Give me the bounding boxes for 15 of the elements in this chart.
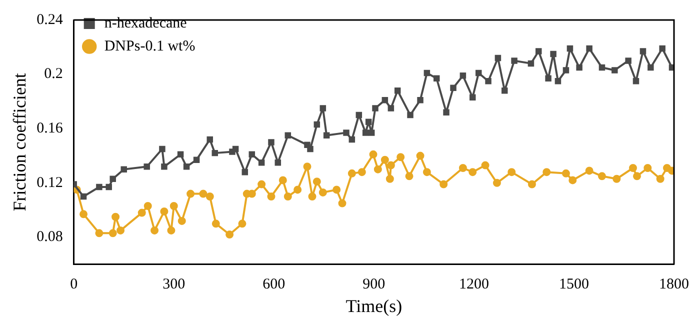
y-tick-label: 0.12 (36, 174, 63, 191)
y-axis-title: Friction coefficient (10, 73, 30, 212)
x-tick-label: 1800 (659, 276, 689, 292)
x-tick-label: 1200 (458, 276, 489, 292)
x-tick-label: 0 (70, 276, 78, 292)
y-tick-label: 0.24 (36, 12, 64, 28)
x-tick-label: 900 (362, 276, 386, 292)
y-tick-label: 0.08 (36, 229, 63, 246)
y-tick-label: 0.2 (44, 66, 63, 82)
x-tick-label: 300 (162, 276, 186, 292)
y-tick-label: 0.16 (36, 120, 64, 137)
x-axis-title: Time(s) (346, 296, 402, 316)
x-tick-label: 600 (262, 276, 286, 292)
legend-label: DNPs-0.1 wt% (104, 38, 196, 54)
x-tick-label: 1500 (558, 276, 589, 292)
